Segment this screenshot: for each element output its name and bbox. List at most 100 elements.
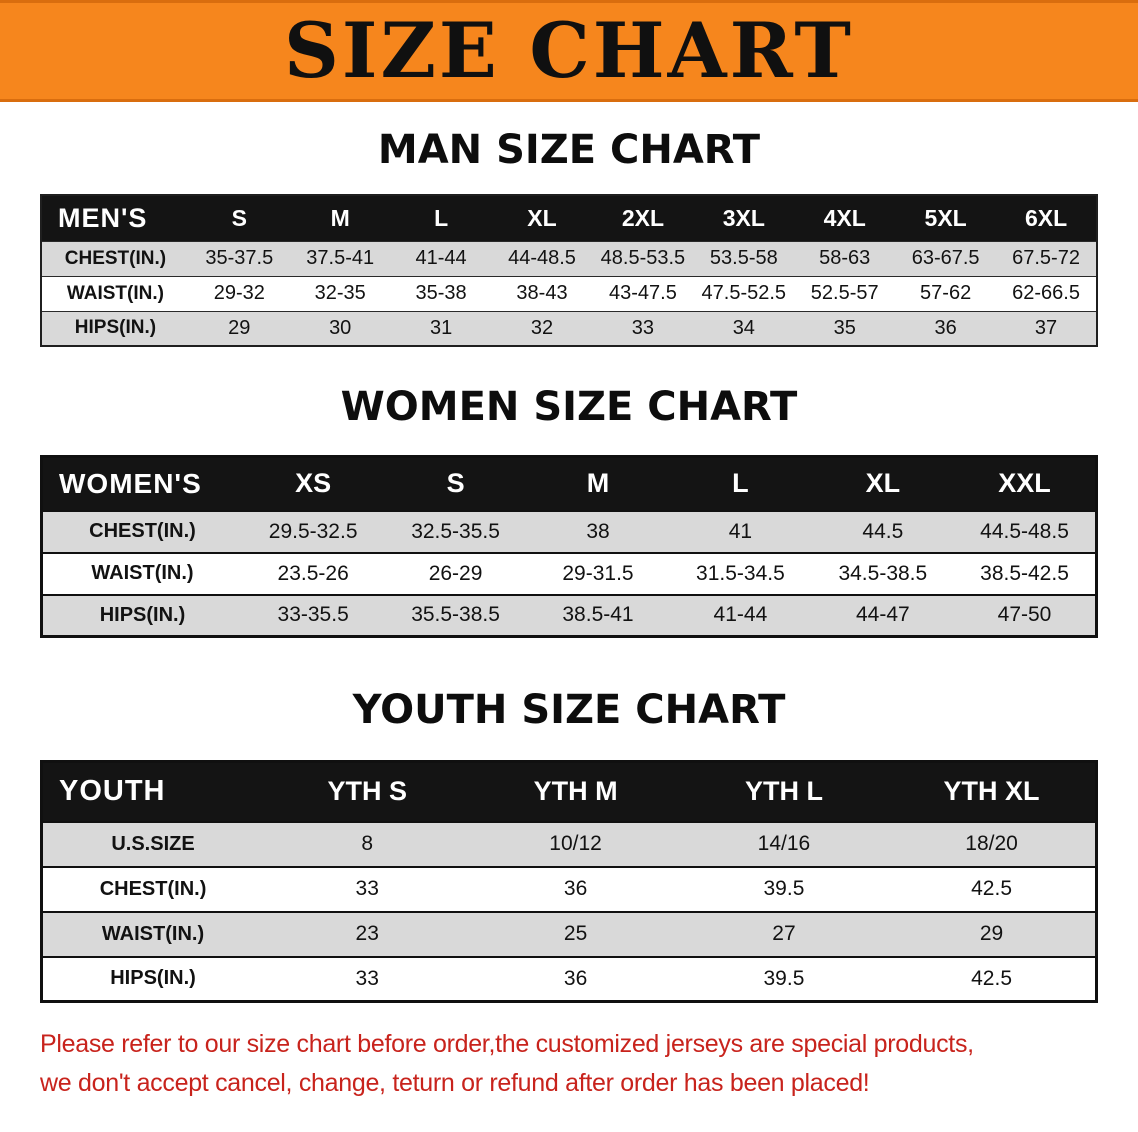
size-value-cell: 8 [263, 820, 472, 867]
men-section-heading: MAN SIZE CHART [377, 127, 761, 173]
measurement-row: HIPS(IN.) 33-35.5 35.5-38.5 38.5-41 41-44 44-… [41, 593, 1097, 637]
women-section-heading: WOMEN SIZE CHART [340, 384, 798, 430]
size-value-cell: 52.5-57 [794, 275, 896, 311]
size-value-cell: 10/12 [471, 820, 680, 867]
size-value-cell: 32 [491, 310, 593, 346]
table-title-cell: YOUTH [41, 761, 264, 822]
size-column-header: YTH S [263, 761, 472, 822]
disclaimer: Please refer to our size chart before or… [40, 1025, 1098, 1103]
size-column-header: S [188, 195, 290, 241]
size-value-cell: 36 [471, 865, 680, 912]
size-value-cell: 62-66.5 [996, 275, 1097, 311]
row-label-cell: HIPS(IN.) [41, 593, 242, 637]
measurement-row: HIPS(IN.) 33 36 39.5 42.5 [41, 955, 1097, 1002]
size-value-cell: 44-48.5 [491, 240, 593, 276]
size-value-cell: 25 [471, 910, 680, 957]
table-title-cell: MEN'S [41, 195, 189, 241]
size-column-header: 2XL [592, 195, 694, 241]
table-title-cell: WOMEN'S [41, 456, 242, 511]
row-label-cell: CHEST(IN.) [41, 509, 242, 553]
size-column-header: 6XL [996, 195, 1097, 241]
size-value-cell: 37 [996, 310, 1097, 346]
size-column-header: 5XL [895, 195, 997, 241]
size-value-cell: 39.5 [679, 865, 889, 912]
men-size-table: MEN'S S M L XL 2XL 3XL 4XL 5XL 6XL CHEST(IN.) 35-37… [40, 194, 1098, 347]
size-value-cell: 18/20 [888, 820, 1097, 867]
women-size-table: WOMEN'S XS S M L XL XXL CHEST(IN.) 29.5-32.5 32.5… [40, 455, 1098, 638]
size-value-cell: 43-47.5 [592, 275, 694, 311]
size-value-cell: 47-50 [954, 593, 1097, 637]
size-value-cell: 38 [526, 509, 670, 553]
size-value-cell: 41-44 [669, 593, 812, 637]
row-label-cell: HIPS(IN.) [41, 310, 189, 346]
size-value-cell: 29 [188, 310, 290, 346]
measurement-row: WAIST(IN.) 23 25 27 29 [41, 910, 1097, 957]
size-value-cell: 32-35 [289, 275, 391, 311]
size-column-header: XL [491, 195, 593, 241]
row-label-cell: CHEST(IN.) [41, 865, 264, 912]
size-value-cell: 33-35.5 [241, 593, 385, 637]
youth-size-table: YOUTH YTH S YTH M YTH L YTH XL U.S.SIZE 8 10/12… [40, 760, 1098, 1003]
size-value-cell: 27 [679, 910, 889, 957]
size-value-cell: 35-37.5 [188, 240, 290, 276]
size-column-header: 4XL [794, 195, 896, 241]
size-column-header: YTH L [679, 761, 889, 822]
size-value-cell: 33 [592, 310, 694, 346]
size-value-cell: 14/16 [679, 820, 889, 867]
size-value-cell: 42.5 [888, 955, 1097, 1002]
size-value-cell: 35.5-38.5 [384, 593, 527, 637]
size-value-cell: 41-44 [390, 240, 492, 276]
row-label-cell: WAIST(IN.) [41, 275, 189, 311]
size-value-cell: 44.5 [811, 509, 955, 553]
size-column-header: XXL [954, 456, 1097, 511]
disclaimer-line-1: Please refer to our size chart before or… [40, 1030, 974, 1058]
measurement-row: CHEST(IN.) 35-37.5 37.5-41 41-44 44-48.5 48.5… [41, 240, 1097, 276]
size-column-header: YTH M [471, 761, 680, 822]
size-value-cell: 38.5-41 [526, 593, 670, 637]
size-value-cell: 30 [289, 310, 391, 346]
size-column-header: YTH XL [888, 761, 1097, 822]
measurement-row: U.S.SIZE 8 10/12 14/16 18/20 [41, 820, 1097, 867]
size-column-header: L [669, 456, 812, 511]
size-value-cell: 44-47 [811, 593, 955, 637]
size-value-cell: 42.5 [888, 865, 1097, 912]
size-value-cell: 48.5-53.5 [592, 240, 694, 276]
size-column-header: M [289, 195, 391, 241]
size-value-cell: 32.5-35.5 [384, 509, 527, 553]
size-value-cell: 39.5 [679, 955, 889, 1002]
size-value-cell: 57-62 [895, 275, 997, 311]
row-label-cell: CHEST(IN.) [41, 240, 189, 276]
size-value-cell: 33 [263, 955, 472, 1002]
size-value-cell: 29 [888, 910, 1097, 957]
measurement-row: CHEST(IN.) 29.5-32.5 32.5-35.5 38 41 44.5 44.5… [41, 509, 1097, 553]
men-size-section: MAN SIZE CHART MEN'S S M L XL 2XL 3XL 4XL 5XL 6XL… [0, 126, 1138, 347]
size-value-cell: 44.5-48.5 [954, 509, 1097, 553]
header-row: MEN'S S M L XL 2XL 3XL 4XL 5XL 6XL [41, 195, 1097, 241]
size-value-cell: 36 [471, 955, 680, 1002]
size-column-header: XS [241, 456, 385, 511]
size-value-cell: 47.5-52.5 [693, 275, 795, 311]
size-value-cell: 29.5-32.5 [241, 509, 385, 553]
size-value-cell: 29-31.5 [526, 551, 670, 595]
size-value-cell: 67.5-72 [996, 240, 1097, 276]
size-value-cell: 23.5-26 [241, 551, 385, 595]
size-value-cell: 53.5-58 [693, 240, 795, 276]
size-value-cell: 38.5-42.5 [954, 551, 1097, 595]
size-value-cell: 35-38 [390, 275, 492, 311]
size-value-cell: 36 [895, 310, 997, 346]
measurement-row: CHEST(IN.) 33 36 39.5 42.5 [41, 865, 1097, 912]
size-value-cell: 63-67.5 [895, 240, 997, 276]
size-column-header: XL [811, 456, 955, 511]
row-label-cell: WAIST(IN.) [41, 910, 264, 957]
youth-section-heading: YOUTH SIZE CHART [352, 687, 786, 733]
size-column-header: M [526, 456, 670, 511]
size-column-header: S [384, 456, 527, 511]
banner: SIZE CHART [0, 0, 1138, 102]
size-value-cell: 26-29 [384, 551, 527, 595]
header-row: WOMEN'S XS S M L XL XXL [41, 456, 1097, 511]
header-row: YOUTH YTH S YTH M YTH L YTH XL [41, 761, 1097, 822]
measurement-row: WAIST(IN.) 29-32 32-35 35-38 38-43 43-47.5 47.… [41, 275, 1097, 311]
row-label-cell: HIPS(IN.) [41, 955, 264, 1002]
size-value-cell: 34 [693, 310, 795, 346]
